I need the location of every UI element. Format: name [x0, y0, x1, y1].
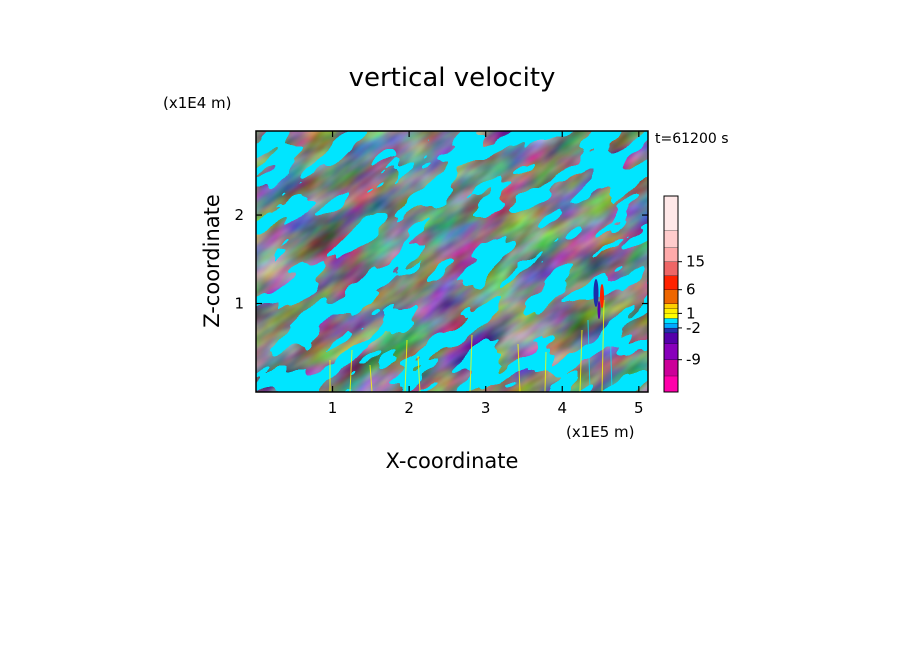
colorbar-level	[664, 261, 678, 276]
colorbar-tick-label: -9	[686, 351, 701, 369]
colorbar: 15 6 1-2 -9	[663, 195, 705, 393]
chart-title: vertical velocity	[349, 63, 556, 93]
colorbar-level	[664, 230, 678, 248]
x-tick-label: 1	[328, 399, 338, 417]
plot-frame	[255, 130, 649, 393]
colorbar-tick-label: 15	[686, 253, 705, 271]
colorbar-level	[664, 303, 678, 309]
colorbar-level	[664, 327, 678, 333]
colorbar-level	[664, 247, 678, 262]
y-multiplier-label: (x1E4 m)	[163, 94, 232, 112]
x-multiplier-label: (x1E5 m)	[566, 423, 635, 441]
colorbar-tick-label: -2	[686, 319, 701, 337]
y-tick-label: 1	[234, 295, 244, 313]
colorbar-level	[664, 359, 678, 376]
x-tick-label: 5	[634, 399, 644, 417]
positive-field	[256, 131, 648, 392]
x-tick-label: 4	[557, 399, 567, 417]
colorbar-level	[664, 343, 678, 360]
colorbar-tick-label: 6	[686, 281, 696, 299]
plot-area	[256, 131, 648, 392]
y-axis-label: Z-coordinate	[200, 194, 224, 328]
strong-updraft-cell	[593, 279, 604, 319]
colorbar-level	[664, 308, 678, 314]
y-axis: 12	[234, 206, 648, 313]
near-surface-noise	[329, 299, 613, 392]
x-axis: 1 2 3 4 5	[328, 131, 644, 417]
x-tick-label: 2	[404, 399, 414, 417]
colorbar-level	[664, 289, 678, 304]
colorbar-level	[664, 323, 678, 328]
colorbar-level	[664, 318, 678, 324]
colorbar-tick-label: 1	[686, 304, 696, 322]
x-tick-label: 3	[481, 399, 491, 417]
colorbar-level	[664, 275, 678, 290]
colorbar-level	[664, 313, 678, 319]
y-tick-label: 2	[234, 206, 244, 224]
colorbar-level	[664, 196, 678, 231]
x-axis-label: X-coordinate	[386, 449, 519, 473]
colorbar-frame	[663, 195, 679, 393]
colorbar-level	[664, 332, 678, 344]
time-label: t=61200 s	[655, 131, 729, 147]
colorbar-level	[664, 375, 678, 392]
